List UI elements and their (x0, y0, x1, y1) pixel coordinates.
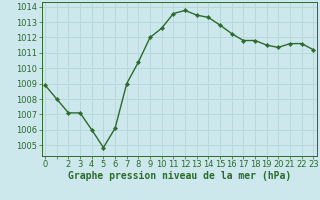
X-axis label: Graphe pression niveau de la mer (hPa): Graphe pression niveau de la mer (hPa) (68, 171, 291, 181)
